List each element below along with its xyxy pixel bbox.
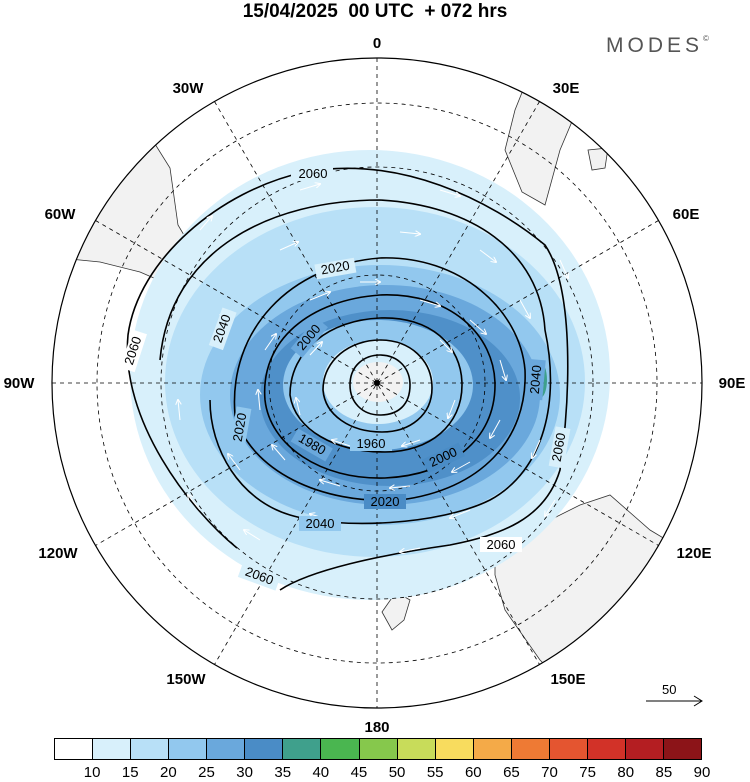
colorbar-swatch: [625, 739, 664, 759]
colorbar: [54, 738, 702, 760]
colorbar-swatch: [245, 739, 284, 759]
colorbar-swatch: [435, 739, 474, 759]
contour-1980: [289, 317, 463, 453]
colorbar-tick-label: 50: [388, 764, 406, 781]
page-title: 15/04/2025 00 UTC + 072 hrs: [242, 1, 508, 22]
contour-label: 2040: [527, 365, 544, 395]
graticule: [52, 58, 702, 708]
lon-label-60w: 60W: [45, 206, 77, 223]
colorbar-tick-label: 60: [464, 764, 482, 781]
reference-vector-label: 50: [662, 682, 677, 697]
contour-label: 2020: [371, 494, 400, 509]
contour-2000: [263, 294, 496, 479]
lon-label-30e: 30E: [553, 80, 580, 97]
colorbar-swatch: [55, 739, 94, 759]
contour-label: 2060: [549, 432, 569, 463]
brand-logo: MODES©: [606, 34, 709, 58]
contour-label: 2020: [320, 258, 351, 278]
contour-label: 2040: [306, 516, 335, 531]
height-contours: [126, 167, 569, 591]
brand-name: MODES: [606, 34, 704, 57]
lon-label-150e: 150E: [550, 671, 585, 688]
lon-label-30w: 30W: [173, 80, 205, 97]
colorbar-tick-label: 65: [503, 764, 520, 781]
africa: [504, 58, 601, 206]
colorbar-tick-label: 25: [198, 764, 215, 781]
colorbar-tick-label: 35: [274, 764, 292, 781]
wind-vectors: [178, 184, 568, 552]
lon-label-90w: 90W: [4, 375, 36, 392]
contour-2020: [233, 257, 526, 502]
colorbar-tick-label: 30: [236, 764, 253, 781]
lon-label-150w: 150W: [166, 671, 206, 688]
lon-label-0: 0: [373, 35, 381, 52]
lon-label-120w: 120W: [38, 545, 78, 562]
lon-label-180: 180: [364, 719, 389, 736]
colorbar-swatch: [283, 739, 322, 759]
colorbar-swatch: [511, 739, 550, 759]
colorbar-swatch: [321, 739, 360, 759]
colorbar-tick-label: 85: [655, 764, 673, 781]
colorbar-tick-label: 10: [83, 764, 101, 781]
contour-2060: [126, 167, 569, 591]
colorbar-tick-label: 55: [426, 764, 444, 781]
colorbar-swatch: [664, 739, 702, 759]
copyright-mark: ©: [703, 34, 709, 43]
colorbar-tick-label: 70: [541, 764, 558, 781]
colorbar-swatch: [359, 739, 398, 759]
contour-label: 2060: [487, 537, 516, 552]
pole-marker: [374, 380, 380, 386]
colorbar-swatch: [473, 739, 512, 759]
colorbar-tick-label: 90: [693, 764, 711, 781]
colorbar-swatch: [93, 739, 132, 759]
colorbar-swatch: [549, 739, 588, 759]
reference-vector-arrow-icon: [646, 695, 703, 707]
colorbar-swatch: [169, 739, 208, 759]
colorbar-tick-label: 15: [121, 764, 139, 781]
contour-label: 1960: [357, 436, 386, 451]
colorbar-tick-label: 80: [617, 764, 635, 781]
contour-1960: [322, 339, 433, 433]
colorbar-labels: 10 15 20 25 30 35 40 45 50 55 60 65 70 75 80 85 90: [54, 764, 711, 782]
colorbar-swatch: [587, 739, 626, 759]
lon-label-120e: 120E: [676, 545, 711, 562]
colorbar-swatch: [397, 739, 436, 759]
map-boundary: [51, 57, 703, 709]
contour-2040: [159, 199, 552, 525]
colorbar-swatch: [207, 739, 246, 759]
contour-label: 2020: [230, 412, 250, 443]
lon-label-60e: 60E: [673, 206, 700, 223]
colorbar-tick-label: 75: [579, 764, 596, 781]
lon-label-90e: 90E: [719, 375, 746, 392]
contour-label: 2060: [299, 166, 328, 181]
colorbar-tick-label: 45: [350, 764, 368, 781]
contour-low: [349, 354, 411, 416]
colorbar-swatch: [131, 739, 170, 759]
colorbar-tick-label: 20: [160, 764, 177, 781]
colorbar-tick-label: 40: [312, 764, 330, 781]
